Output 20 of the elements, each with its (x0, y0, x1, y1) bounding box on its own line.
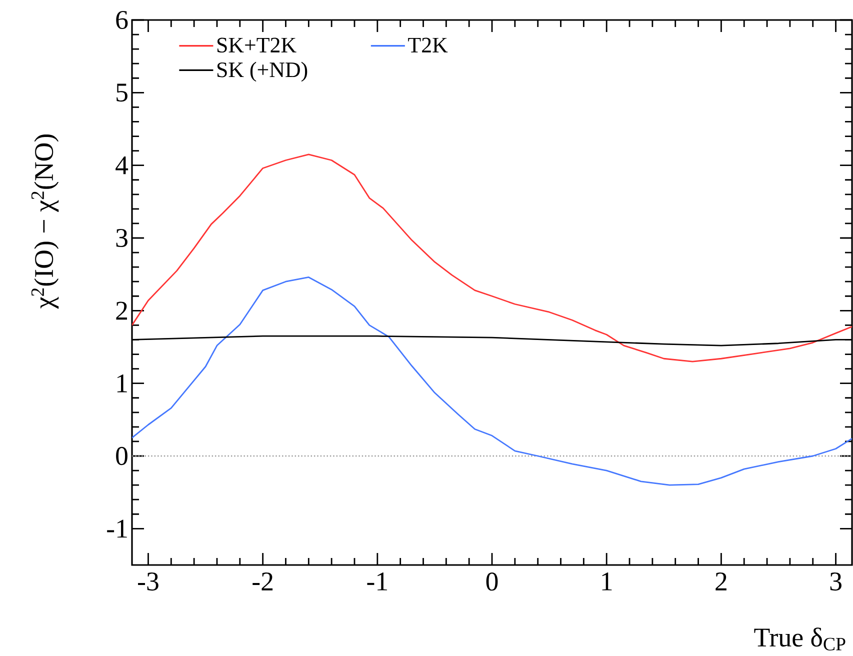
y-tick-label: 4 (116, 156, 128, 174)
y-tick-label: 2 (116, 302, 127, 320)
y-tick-label: 0 (116, 446, 128, 466)
x-tick-label: 1 (602, 572, 612, 590)
y-tick-label: 5 (116, 84, 128, 102)
y-tick-label: 3 (116, 228, 128, 248)
y-tick-label: 1 (117, 374, 127, 392)
legend-label: T2K (408, 38, 448, 52)
x-tick-label: -2 (252, 572, 273, 590)
x-tick-label: 2 (716, 572, 726, 590)
y-tick-label: -1 (107, 520, 127, 538)
x-tick-label: 3 (830, 572, 842, 591)
x-axis-title: True δ$_{CP}$ (754, 628, 846, 650)
x-tick-label: 0 (486, 572, 498, 591)
y-axis-title: χ$^{2}$(IO) − χ$^{2}$(NO) (31, 134, 59, 309)
x-tick-label: -3 (138, 572, 158, 591)
x-tick-label: -1 (367, 572, 388, 590)
legend-label: SK (+ND) (217, 62, 308, 82)
y-tick-label: 6 (116, 10, 128, 30)
legend-label: SK+T2K (217, 38, 296, 53)
